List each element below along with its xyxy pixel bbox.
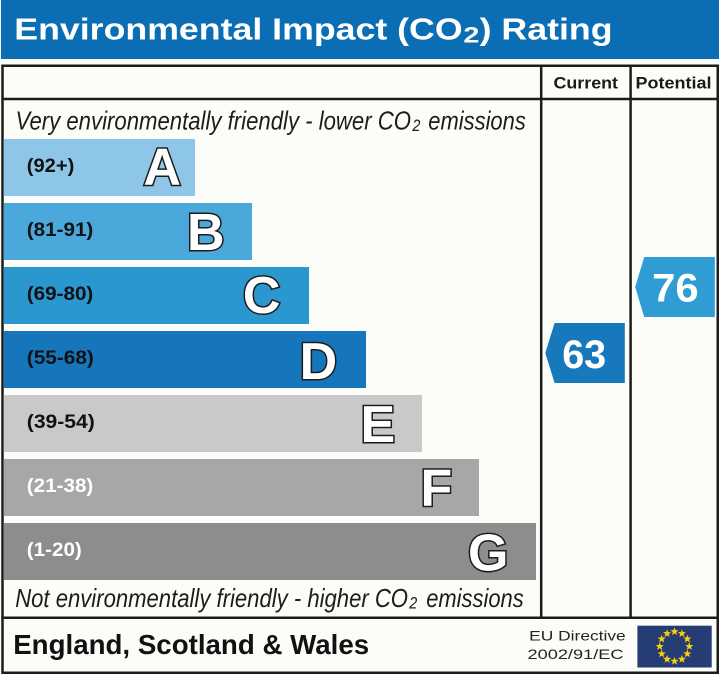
svg-text:D: D — [300, 333, 338, 391]
svg-text:Current: Current — [554, 73, 619, 92]
svg-text:2: 2 — [463, 22, 479, 47]
svg-text:2002/91/EC: 2002/91/EC — [528, 646, 624, 662]
svg-text:(92+): (92+) — [27, 155, 75, 177]
svg-text:C: C — [243, 267, 281, 325]
svg-text:Environmental Impact (CO: Environmental Impact (CO — [14, 12, 462, 47]
svg-text:England, Scotland & Wales: England, Scotland & Wales — [13, 629, 369, 660]
svg-text:2: 2 — [408, 593, 417, 612]
svg-text:2: 2 — [412, 116, 421, 135]
svg-text:Potential: Potential — [636, 73, 712, 92]
svg-text:F: F — [421, 460, 453, 518]
svg-text:G: G — [468, 525, 508, 583]
svg-text:(55-68): (55-68) — [27, 347, 94, 369]
svg-text:A: A — [143, 138, 181, 196]
svg-text:) Rating: ) Rating — [480, 12, 613, 47]
svg-text:(39-54): (39-54) — [27, 411, 95, 433]
svg-text:63: 63 — [562, 333, 606, 377]
svg-text:Not environmentally friendly -: Not environmentally friendly - higher CO — [15, 583, 408, 613]
svg-text:E: E — [361, 396, 396, 454]
svg-text:Very environmentally friendly: Very environmentally friendly - lower CO — [16, 106, 412, 136]
svg-text:emissions: emissions — [428, 106, 526, 136]
svg-text:(81-91): (81-91) — [27, 219, 94, 241]
svg-text:EU Directive: EU Directive — [529, 627, 626, 643]
svg-text:(69-80): (69-80) — [27, 283, 94, 305]
svg-text:(21-38): (21-38) — [27, 475, 94, 497]
svg-text:B: B — [187, 204, 225, 262]
svg-text:emissions: emissions — [426, 583, 524, 613]
svg-text:76: 76 — [652, 267, 699, 311]
svg-text:(1-20): (1-20) — [27, 539, 82, 561]
